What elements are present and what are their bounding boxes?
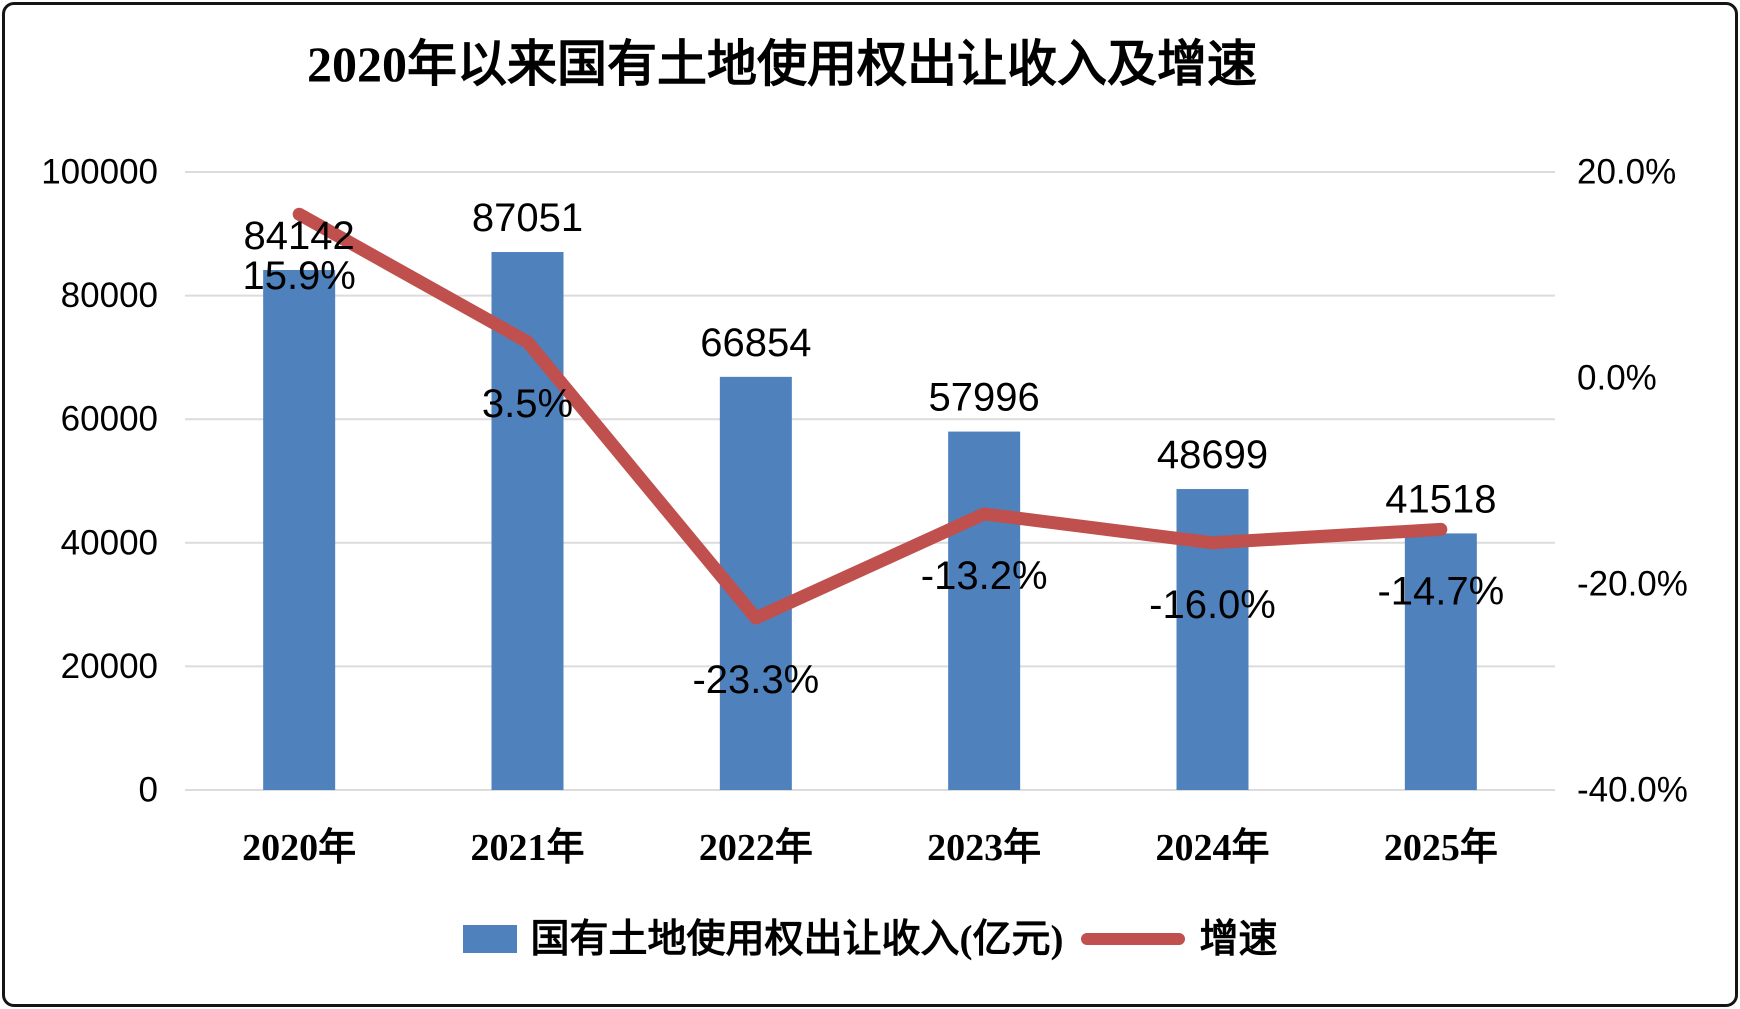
line-pct-label: -13.2% [921,554,1048,598]
x-tick-label: 2021年 [470,827,584,869]
left-axis-tick-label: 80000 [61,276,158,315]
line-pct-label: 3.5% [482,382,573,426]
left-axis-tick-label: 0 [139,771,158,810]
left-axis-tick-label: 100000 [41,153,158,192]
x-tick-label: 2023年 [927,827,1041,869]
bar [1404,533,1477,790]
left-axis-tick-label: 20000 [61,647,158,686]
right-axis-tick-label: -20.0% [1577,565,1688,604]
x-tick-label: 2024年 [1155,827,1269,869]
line-pct-label: -23.3% [692,658,819,702]
legend: 国有土地使用权出让收入(亿元) 增速 [0,912,1740,966]
x-tick-label: 2020年 [242,827,356,869]
right-axis-tick-label: -40.0% [1577,771,1688,810]
bar [948,431,1021,790]
bar-value-label: 48699 [1157,433,1268,477]
right-axis-tick-label: 0.0% [1577,359,1657,398]
bar-value-label: 66854 [700,321,811,365]
left-axis-tick-label: 40000 [61,523,158,562]
left-axis-tick-label: 60000 [61,400,158,439]
right-axis-tick-label: 20.0% [1577,153,1676,192]
growth-line [292,207,1448,625]
bar-value-label: 41518 [1385,477,1496,521]
bar-value-label: 84142 [244,214,355,258]
legend-bar-swatch [462,925,517,953]
chart-title: 2020年以来国有土地使用权出让收入及增速 [307,36,1257,92]
bar-value-label: 87051 [472,196,583,240]
bar-value-label: 57996 [929,376,1040,420]
x-tick-label: 2022年 [699,827,813,869]
legend-bar-label: 国有土地使用权出让收入(亿元) [530,917,1064,961]
bar [263,270,336,790]
line-pct-label: 15.9% [242,254,355,298]
x-tick-label: 2025年 [1384,827,1498,869]
line-pct-label: -16.0% [1149,583,1276,627]
legend-line-swatch [1081,933,1186,945]
legend-line-label: 增速 [1199,917,1278,961]
line-pct-label: -14.7% [1377,569,1504,613]
